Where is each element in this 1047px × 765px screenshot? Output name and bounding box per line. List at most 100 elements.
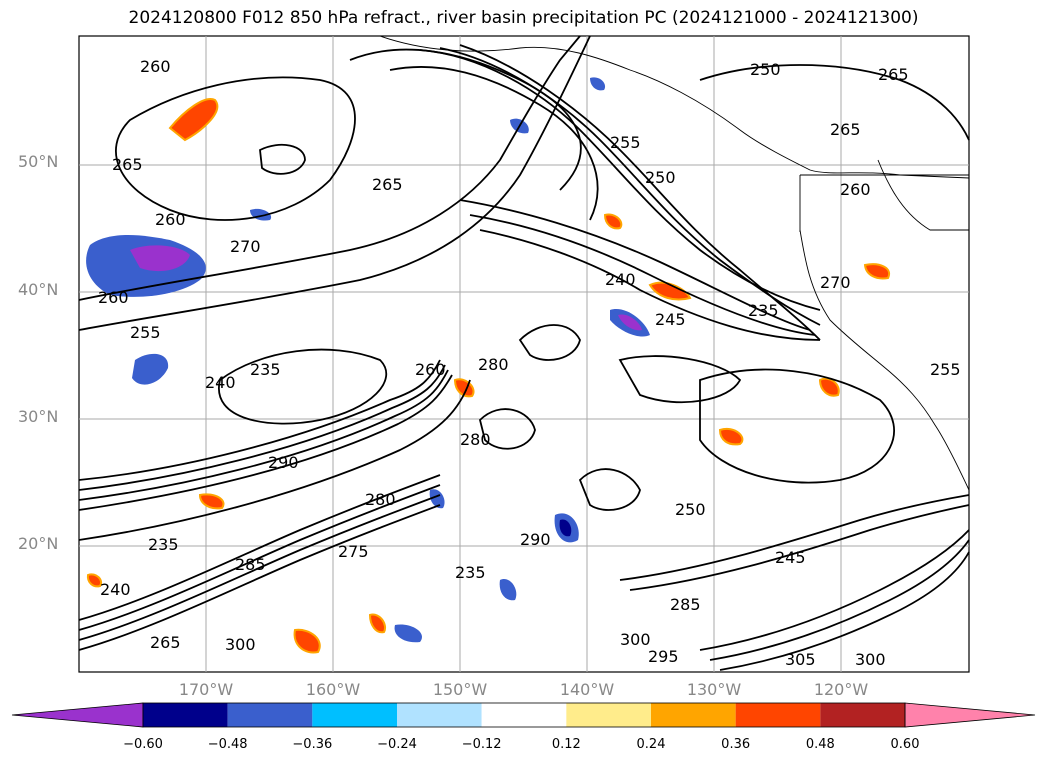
- colorbar-extend-high: [904, 702, 1036, 728]
- colorbar-segment: [481, 703, 567, 727]
- contour-label: 240: [205, 373, 236, 392]
- contour-label: 240: [100, 580, 131, 599]
- shade-blob: [198, 493, 225, 510]
- contour-line: [709, 539, 970, 661]
- lat-label: 20°N: [18, 534, 59, 553]
- shade-blob: [394, 624, 422, 643]
- coastline: [379, 35, 970, 491]
- contour-label: 235: [250, 360, 281, 379]
- contour-label: 240: [605, 270, 636, 289]
- colorbar-extend-low: [11, 702, 144, 728]
- contour-label: 265: [150, 633, 181, 652]
- contour-line: [78, 359, 441, 481]
- colorbar-tick-label: 0.36: [721, 737, 751, 752]
- shade-blob: [168, 98, 219, 142]
- colorbar-tick-label: −0.60: [123, 737, 163, 752]
- contour-label: 250: [675, 500, 706, 519]
- contour-label: 280: [365, 490, 396, 509]
- contour-labels: 260 265 260 270 260 255 250 235 240 235 …: [98, 57, 961, 669]
- contour-line: [78, 474, 441, 621]
- contour-line: [389, 66, 599, 221]
- contour-label: 260: [98, 288, 129, 307]
- contour-line: [618, 355, 742, 404]
- contour-label: 280: [478, 355, 509, 374]
- shade-blob: [618, 314, 642, 331]
- colorbar-tick-label: 0.12: [551, 737, 581, 752]
- refractivity-contours: [78, 35, 970, 671]
- contour-label: 260: [840, 180, 871, 199]
- contour-line: [78, 364, 446, 491]
- contour-label: 235: [455, 563, 486, 582]
- colorbar-tick-label: −0.24: [377, 737, 417, 752]
- contour-label: 300: [855, 650, 886, 669]
- shade-blob: [648, 281, 692, 301]
- contour-line: [78, 374, 453, 511]
- lat-label: 30°N: [18, 407, 59, 426]
- shade-blob: [130, 245, 190, 272]
- contour-label: 275: [338, 542, 369, 561]
- shade-blob: [368, 613, 386, 634]
- shade-blob: [132, 353, 169, 385]
- colorbar-segment: [227, 703, 313, 727]
- contour-line: [469, 214, 816, 336]
- lat-label: 50°N: [18, 152, 59, 171]
- contour-label: 285: [670, 595, 701, 614]
- map-title: 2024120800 F012 850 hPa refract., river …: [128, 8, 919, 28]
- contour-line: [115, 76, 356, 221]
- contour-line: [218, 348, 387, 425]
- contour-line: [629, 504, 970, 591]
- colorbar-segment: [566, 703, 651, 727]
- contour-label: 265: [878, 65, 909, 84]
- contour-label: 260: [140, 57, 171, 76]
- contour-line: [78, 504, 441, 651]
- lon-label: 160°W: [305, 680, 361, 699]
- shade-blob: [559, 519, 572, 537]
- contour-line: [78, 35, 581, 301]
- contour-label: 265: [112, 155, 143, 174]
- contour-label: 295: [648, 647, 679, 666]
- colorbar: [11, 702, 1036, 728]
- lat-label: 40°N: [18, 280, 59, 299]
- contour-line: [459, 44, 821, 341]
- contour-line: [699, 529, 970, 651]
- contour-label: 270: [230, 237, 261, 256]
- contour-label: 250: [645, 168, 676, 187]
- contour-label: 285: [235, 555, 266, 574]
- colorbar-segment: [312, 703, 397, 727]
- contour-line: [479, 408, 536, 450]
- contour-label: 300: [620, 630, 651, 649]
- colorbar-segment: [397, 703, 482, 727]
- contour-label: 260: [155, 210, 186, 229]
- colorbar-segment: [651, 703, 736, 727]
- contour-label: 255: [610, 133, 641, 152]
- contour-line: [259, 143, 306, 175]
- shade-blob: [603, 213, 623, 230]
- contour-label: 265: [830, 120, 861, 139]
- contour-label: 255: [130, 323, 161, 342]
- shade-blob: [293, 628, 321, 654]
- contour-line: [699, 64, 970, 141]
- colorbar-tick-label: 0.60: [890, 737, 920, 752]
- contour-label: 305: [785, 650, 816, 669]
- contour-line: [719, 551, 970, 671]
- lon-label: 170°W: [178, 680, 234, 699]
- colorbar-tick-label: −0.48: [207, 737, 248, 752]
- lon-label: 120°W: [813, 680, 869, 699]
- shade-blob: [86, 573, 102, 588]
- contour-label: 290: [268, 453, 299, 472]
- contour-line: [578, 468, 641, 511]
- colorbar-segment: [820, 703, 905, 727]
- contour-label: 290: [520, 530, 551, 549]
- contour-line: [78, 494, 441, 641]
- shade-blob: [429, 489, 445, 509]
- contour-label: 280: [460, 430, 491, 449]
- contour-label: 245: [775, 548, 806, 567]
- map-frame: [78, 35, 970, 673]
- contour-label: 265: [372, 175, 403, 194]
- contour-line: [518, 324, 581, 361]
- contour-line: [459, 199, 811, 331]
- contour-line: [78, 369, 449, 501]
- contour-line: [78, 35, 591, 331]
- lon-label: 140°W: [559, 680, 615, 699]
- contour-line: [479, 229, 821, 341]
